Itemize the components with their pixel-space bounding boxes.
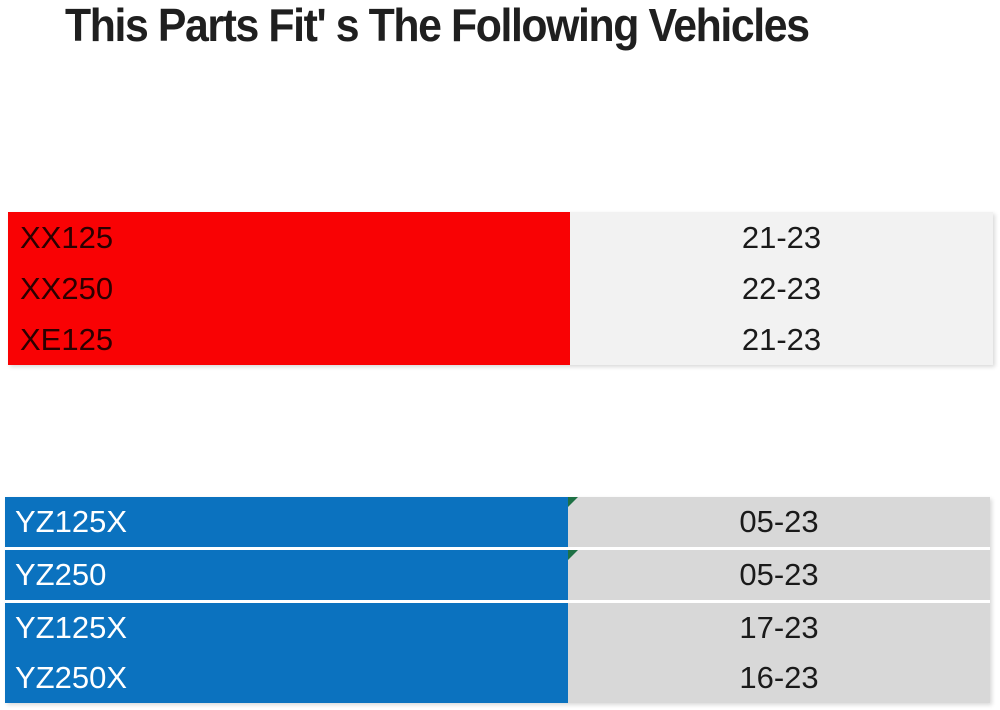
years-cell: 21-23 [570,314,993,365]
model-cell: XE125 [8,314,570,365]
years-label: 16-23 [739,660,819,695]
fitment-table-red: XX125 XX250 XE125 21-23 22-23 21-23 [8,212,993,365]
model-label: XE125 [20,321,114,357]
years-label: 21-23 [741,219,822,255]
years-cell: 05-23 [568,497,990,550]
years-cell: 16-23 [568,653,990,703]
model-cell: YZ125X [5,603,568,653]
model-label: XX250 [20,270,114,306]
model-cell: XX125 [8,212,570,263]
model-label: YZ125X [15,610,128,645]
model-label: YZ250X [15,660,128,695]
years-cell: 05-23 [568,550,990,603]
years-cell: 22-23 [570,263,993,314]
model-cell: YZ125X [5,497,568,550]
model-label: YZ125X [15,504,128,539]
years-cell: 17-23 [568,603,990,653]
years-label: 05-23 [739,557,819,592]
green-corner-flag-icon [568,550,578,560]
blue-model-column: YZ125X YZ250 YZ125X YZ250X [5,497,568,703]
page-title: This Parts Fit' s The Following Vehicles [65,0,810,51]
red-years-column: 21-23 22-23 21-23 [570,212,993,365]
years-label: 05-23 [739,504,819,539]
years-cell: 21-23 [570,212,993,263]
model-label: YZ250 [15,557,107,592]
years-label: 21-23 [741,321,822,357]
model-cell: YZ250X [5,653,568,703]
red-model-column: XX125 XX250 XE125 [8,212,570,365]
model-cell: YZ250 [5,550,568,603]
fitment-table-blue: YZ125X YZ250 YZ125X YZ250X 05-23 05-23 1 [5,497,990,703]
green-corner-flag-icon [568,497,578,507]
model-label: XX125 [20,219,114,255]
blue-years-column: 05-23 05-23 17-23 16-23 [568,497,990,703]
model-cell: XX250 [8,263,570,314]
years-label: 22-23 [741,270,822,306]
years-label: 17-23 [739,610,819,645]
